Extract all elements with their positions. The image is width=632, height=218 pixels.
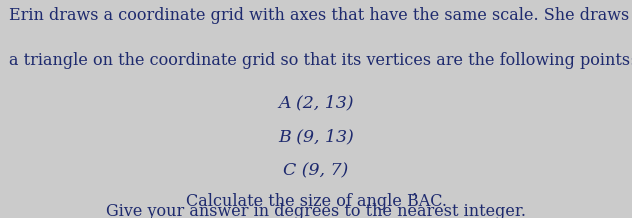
Text: Give your answer in degrees to the nearest integer.: Give your answer in degrees to the neare… (106, 203, 526, 218)
Text: a triangle on the coordinate grid so that its vertices are the following points:: a triangle on the coordinate grid so tha… (9, 52, 632, 69)
Text: Erin draws a coordinate grid with axes that have the same scale. She draws: Erin draws a coordinate grid with axes t… (9, 7, 629, 24)
Text: Calculate the size of angle B̂AC.: Calculate the size of angle B̂AC. (186, 193, 446, 210)
Text: B (9, 13): B (9, 13) (278, 129, 354, 146)
Text: C (9, 7): C (9, 7) (283, 162, 349, 179)
Text: A (2, 13): A (2, 13) (278, 95, 354, 112)
